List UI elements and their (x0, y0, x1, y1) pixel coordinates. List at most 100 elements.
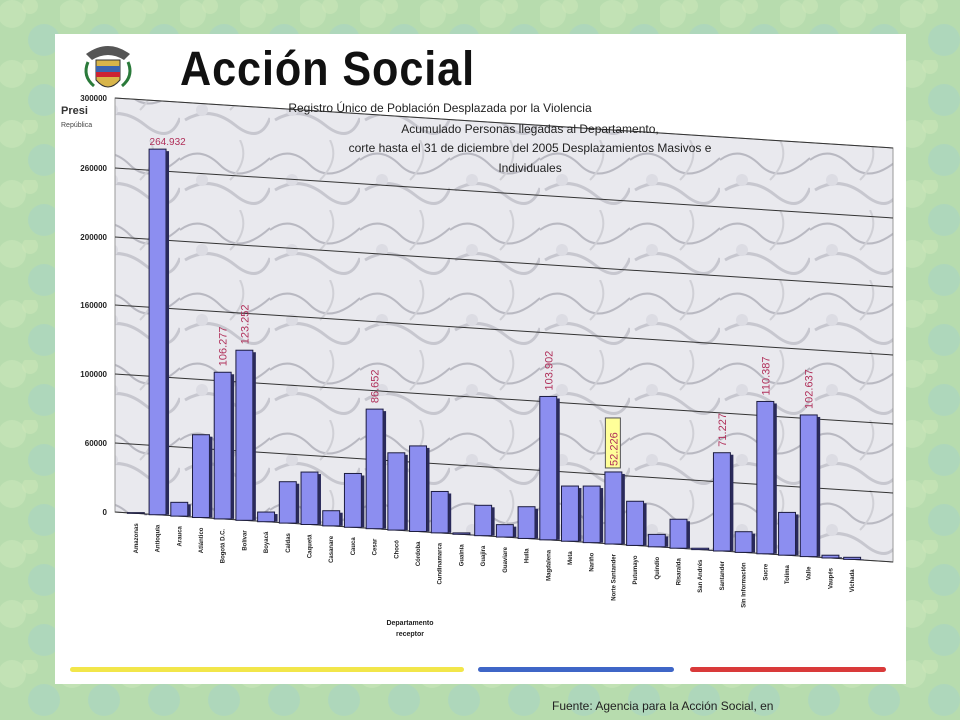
bar-side (339, 512, 343, 526)
bar-side (469, 534, 473, 536)
x-tick-label: Cundinamarca (438, 542, 444, 584)
bar-side (730, 454, 734, 552)
bar-side (556, 398, 560, 540)
bar-side (578, 488, 582, 542)
bar (126, 512, 145, 514)
bar (235, 349, 254, 521)
data-label: 52.226 (608, 432, 620, 466)
bar (843, 556, 862, 560)
bar (192, 434, 210, 519)
x-tick-label: Nariño (590, 552, 596, 571)
x-axis-label: receptor (396, 631, 424, 638)
bar (300, 471, 319, 525)
x-tick-label: Vichada (850, 569, 856, 593)
bar-side (404, 454, 408, 531)
bar-side (448, 493, 452, 533)
x-tick-label: Sin Información (742, 562, 748, 608)
presidencia-label: Presi (61, 105, 88, 117)
bar (474, 504, 493, 537)
bar-side (686, 521, 690, 549)
x-tick-label: Sucre (763, 563, 769, 580)
bar (430, 490, 449, 534)
bar (257, 511, 276, 523)
bar-side (317, 474, 321, 525)
y-tick-label: 60000 (85, 439, 108, 448)
gridline (114, 236, 894, 288)
red-stripe (690, 667, 886, 672)
data-label: 264.932 (150, 137, 187, 148)
bar (322, 510, 341, 527)
x-tick-label: Tolima (785, 565, 791, 585)
bar-side (752, 533, 756, 553)
republica-label: República (61, 122, 93, 129)
bar (669, 518, 688, 549)
source-footer: Fuente: Agencia para la Acción Social, e… (552, 699, 774, 713)
bar-side (274, 514, 278, 522)
y-tick-label: 0 (103, 508, 108, 517)
bar (517, 506, 536, 539)
y-tick-label: 260000 (80, 164, 107, 173)
x-tick-label: Valle (807, 566, 813, 580)
data-label: 123.252 (239, 304, 251, 344)
bar (539, 395, 558, 541)
x-tick-label: San Andrés (698, 559, 704, 593)
bar-side (252, 352, 256, 521)
bar (626, 500, 645, 546)
x-tick-label: Bolívar (242, 530, 248, 551)
data-label: 86.652 (370, 369, 382, 403)
bar (712, 452, 731, 552)
chart-title-line: corte hasta el 31 de diciembre del 2005 … (349, 141, 712, 155)
y-tick-label: 100000 (80, 370, 107, 379)
bar (647, 533, 666, 548)
bar-side (795, 514, 799, 556)
logo-text: Acción Social (180, 43, 475, 96)
bar-side (144, 514, 148, 516)
data-label: 71.227 (717, 413, 729, 447)
y-tick-label: 160000 (80, 301, 107, 310)
gridline (114, 97, 894, 149)
bar (778, 511, 796, 556)
gridline (114, 167, 894, 219)
x-tick-label: Chocó (394, 540, 400, 559)
bar-side (860, 559, 864, 560)
bar-side (643, 503, 647, 546)
bar-side (535, 508, 539, 539)
bar-side (513, 526, 517, 538)
data-label: 106.277 (218, 326, 230, 366)
x-tick-label: Meta (568, 551, 574, 565)
x-tick-label: Amazonas (134, 523, 140, 554)
bar (582, 485, 601, 544)
bar (561, 485, 579, 542)
x-tick-label: Bogotá D.C. (221, 529, 227, 564)
chart-title-line: Acumulado Personas llegadas al Departame… (401, 122, 658, 136)
bar (148, 148, 167, 516)
bar (278, 481, 297, 524)
x-tick-label: Magdalena (546, 549, 552, 581)
bar-side (773, 403, 777, 554)
bar (821, 554, 840, 559)
x-tick-label: Huila (525, 548, 531, 563)
bar-side (209, 436, 213, 518)
bar-side (621, 473, 625, 545)
y-tick-label: 300000 (80, 94, 107, 103)
bar-side (708, 550, 712, 551)
bar-side (187, 504, 191, 517)
x-tick-label: Casanare (329, 535, 335, 563)
bar-side (665, 536, 669, 547)
bar-side (231, 374, 235, 519)
bar-side (817, 416, 821, 557)
x-tick-label: Risaralda (677, 558, 683, 586)
bar (170, 501, 189, 517)
x-tick-label: Antioquia (156, 524, 162, 552)
bar-side (361, 475, 365, 528)
bar (409, 445, 427, 532)
flag-stripes (70, 667, 886, 672)
bar-side (838, 557, 842, 558)
bar (343, 472, 362, 528)
x-tick-label: Cauca (351, 537, 357, 556)
blue-stripe (478, 667, 674, 672)
x-tick-label: Guaviare (503, 546, 509, 572)
data-label-highlight (604, 417, 621, 469)
bar (799, 414, 818, 558)
